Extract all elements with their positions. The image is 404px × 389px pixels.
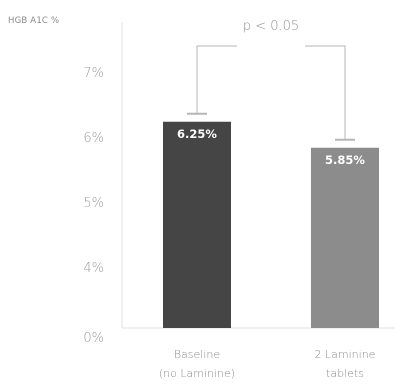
category-label-line1: Baseline xyxy=(174,348,220,361)
significance-label: p < 0.05 xyxy=(243,19,299,34)
significance-label-background xyxy=(237,34,305,54)
bar xyxy=(311,147,379,328)
bar xyxy=(163,121,231,328)
bracket-end-cap-laminine xyxy=(335,138,355,141)
y-tick-label: 5% xyxy=(83,196,104,211)
category-label-line2: (no Laminine) xyxy=(159,367,235,380)
category-label-line2: tablets xyxy=(326,367,364,380)
bars xyxy=(163,121,379,328)
category-label-line1: 2 Laminine xyxy=(315,348,376,361)
y-axis-title: HGB A1C % xyxy=(8,16,59,26)
y-tick-label: 6% xyxy=(83,131,104,146)
y-tick-label: 7% xyxy=(83,66,104,81)
y-tick-labels: 0% 4% 5% 6% 7% xyxy=(83,66,104,346)
y-tick-label: 0% xyxy=(83,331,104,346)
y-tick-label: 4% xyxy=(83,261,104,276)
significance-bracket: p < 0.05 xyxy=(187,19,355,141)
category-labels: Baseline (no Laminine) 2 Laminine tablets xyxy=(159,348,376,380)
bar-value-label: 6.25% xyxy=(177,127,217,141)
bracket-end-cap-baseline xyxy=(187,112,207,115)
bar-value-label: 5.85% xyxy=(325,153,365,167)
bar-value-labels: 6.25% 5.85% xyxy=(177,127,365,167)
